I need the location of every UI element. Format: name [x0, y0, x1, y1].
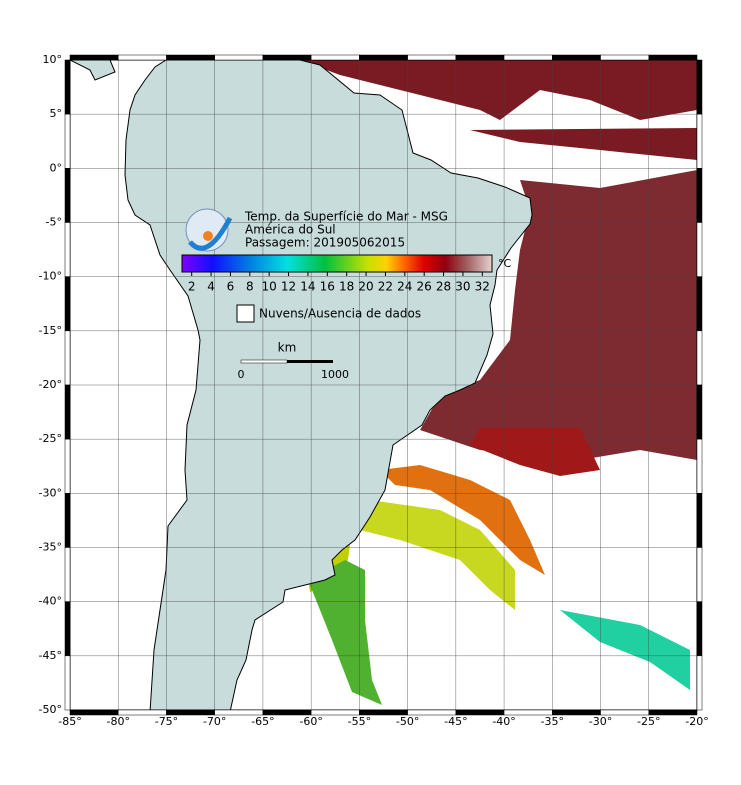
sst-field — [300, 60, 697, 705]
legend-title: Temp. da Superfície do Mar - MSG — [244, 210, 448, 224]
legend-subtitle: América do Sul — [245, 223, 336, 237]
frame-segment — [64, 113, 71, 169]
logo — [185, 208, 233, 252]
colorbar-tick-label: 24 — [397, 280, 412, 294]
colorbar-tick-label: 32 — [475, 280, 490, 294]
frame-segment — [359, 54, 408, 61]
frame-segment — [648, 709, 698, 716]
colorbar-tick-label: 2 — [188, 280, 196, 294]
frame-segment — [696, 547, 703, 602]
frame-segment — [64, 493, 71, 548]
frame-segment — [648, 54, 698, 61]
lat-tick-label: 5° — [50, 107, 63, 120]
colorbar-unit: °C — [498, 257, 512, 270]
lon-tick-label: -20° — [685, 715, 708, 728]
lat-tick-label: 0° — [50, 161, 63, 174]
frame-segment — [69, 54, 119, 61]
frame-segment — [503, 54, 553, 61]
frame-segment — [696, 168, 703, 223]
colorbar-tick-label: 20 — [358, 280, 373, 294]
frame-segment — [696, 59, 703, 115]
lon-tick-label: -75° — [155, 715, 178, 728]
lon-tick-label: -60° — [299, 715, 322, 728]
lat-tick-label: -15° — [39, 324, 62, 337]
legend: Temp. da Superfície do Mar - MSG América… — [181, 208, 512, 323]
frame-segment — [166, 54, 215, 61]
frame-segment — [64, 655, 71, 711]
frame-segment — [696, 384, 703, 440]
frame-segment — [64, 168, 71, 223]
lon-tick-label: -65° — [251, 715, 274, 728]
no-data-swatch — [236, 304, 255, 323]
lat-tick-label: -35° — [39, 541, 62, 554]
frame-segment — [696, 276, 703, 332]
frame-segment — [64, 438, 71, 494]
frame-segment — [696, 601, 703, 657]
frame-segment — [600, 54, 650, 61]
frame-segment — [262, 54, 312, 61]
legend-pass: Passagem: 201905062015 — [245, 236, 405, 250]
colorbar-tick-label: 8 — [246, 280, 254, 294]
lon-tick-label: -30° — [589, 715, 612, 728]
map-area — [70, 60, 697, 710]
colorbar-tick-label: 4 — [207, 280, 215, 294]
lon-tick-label: -55° — [348, 715, 371, 728]
lat-tick-label: -20° — [39, 378, 62, 391]
frame-segment — [696, 438, 703, 494]
frame-segment — [455, 54, 505, 61]
colorbar-tick-label: 30 — [455, 280, 470, 294]
central-america — [70, 60, 116, 81]
colorbar-tick-label: 26 — [417, 280, 432, 294]
lat-tick-label: -40° — [39, 595, 62, 608]
lat-tick-label: -5° — [46, 216, 62, 229]
colorbar-tick-label: 14 — [300, 280, 315, 294]
lon-tick-label: -70° — [203, 715, 226, 728]
frame-segment — [552, 54, 601, 61]
frame-segment — [64, 384, 71, 440]
scale-unit: km — [278, 341, 297, 355]
frame-segment — [696, 493, 703, 548]
frame-segment — [64, 276, 71, 332]
scale-label: 0 — [238, 368, 245, 381]
frame-segment — [696, 113, 703, 169]
scale-label: 1000 — [321, 368, 349, 381]
lon-tick-label: -35° — [541, 715, 564, 728]
colorbar-tick-label: 22 — [378, 280, 393, 294]
lat-tick-label: 10° — [43, 53, 63, 66]
frame-segment — [696, 655, 703, 711]
colorbar-tick-label: 16 — [320, 280, 335, 294]
colorbar-tick-label: 6 — [227, 280, 235, 294]
frame-segment — [64, 330, 71, 386]
frame-segment — [696, 330, 703, 386]
frame-segment — [117, 54, 167, 61]
lon-tick-label: -50° — [396, 715, 419, 728]
colorbar-tick-label: 18 — [339, 280, 354, 294]
lon-tick-label: -40° — [492, 715, 515, 728]
colorbar-tick-label: 10 — [262, 280, 277, 294]
lon-tick-label: -25° — [637, 715, 660, 728]
scale-bar: km 0 1000 — [238, 341, 350, 382]
frame-segment — [64, 547, 71, 602]
lon-tick-label: -80° — [106, 715, 129, 728]
lon-tick-label: -45° — [444, 715, 467, 728]
frame-segment — [407, 54, 457, 61]
no-data-label: Nuvens/Ausencia de dados — [259, 307, 421, 321]
colorbar-tick-label: 12 — [281, 280, 296, 294]
lat-tick-label: -10° — [39, 270, 62, 283]
lat-tick-label: -50° — [39, 703, 62, 716]
colorbar — [181, 254, 493, 273]
frame-segment — [64, 59, 71, 115]
frame-segment — [310, 54, 360, 61]
frame-segment — [696, 222, 703, 277]
frame-segment — [64, 222, 71, 277]
lat-tick-label: -45° — [39, 649, 62, 662]
colorbar-tick-label: 28 — [436, 280, 451, 294]
lat-tick-label: -25° — [39, 432, 62, 445]
frame-segment — [214, 54, 264, 61]
lon-tick-label: -85° — [58, 715, 81, 728]
frame-segment — [64, 601, 71, 657]
lat-tick-label: -30° — [39, 486, 62, 499]
